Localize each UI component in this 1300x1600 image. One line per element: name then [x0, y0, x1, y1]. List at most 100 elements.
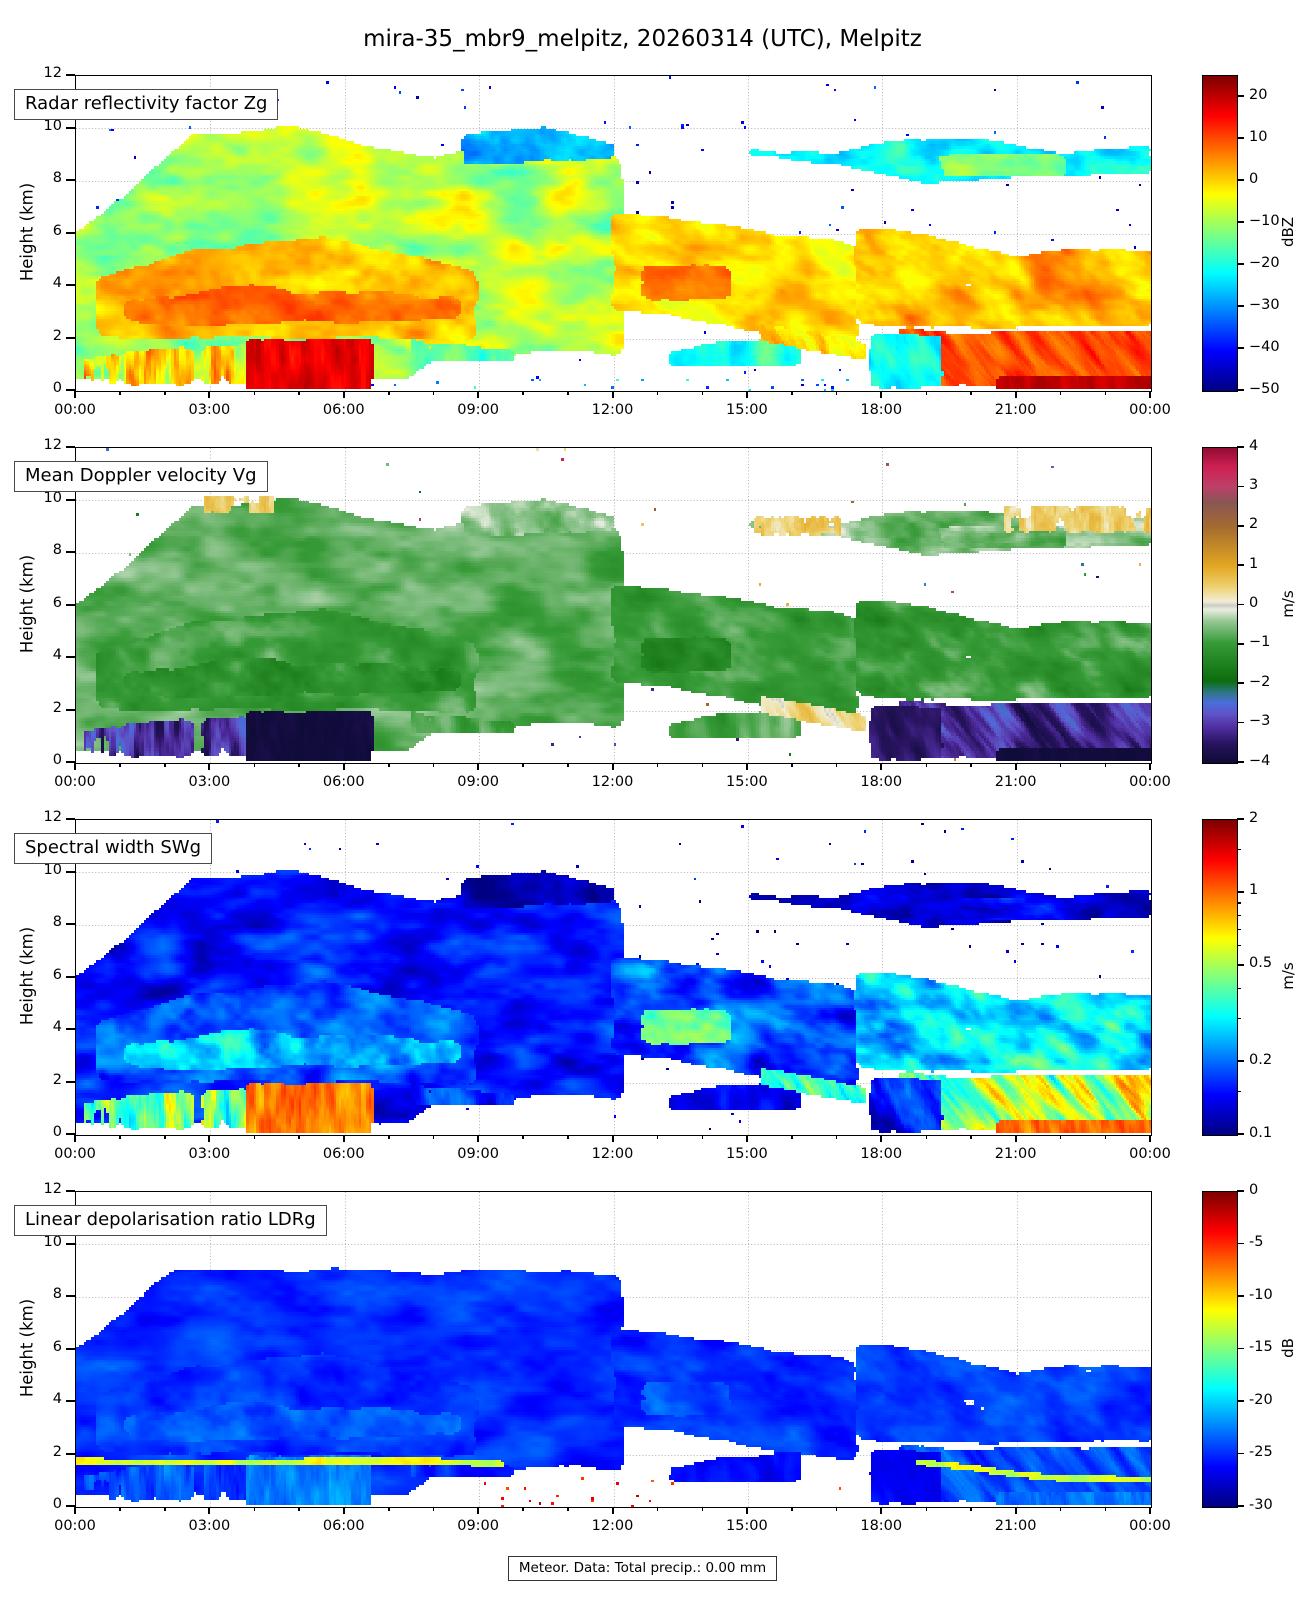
y-tick-label: 6 [52, 966, 62, 983]
x-tick-label: 15:00 [725, 1146, 768, 1162]
y-tick-label: 10 [43, 1233, 62, 1250]
colorbar-tick-label: −50 [1249, 380, 1280, 397]
x-axis-minor-tick [1059, 763, 1062, 767]
x-axis-minor-tick [656, 1135, 659, 1139]
x-axis-minor-tick [522, 391, 524, 395]
colorbar-tick-label: 0.2 [1249, 1051, 1273, 1068]
colorbar-gradient-vg [1203, 448, 1237, 763]
colorbar-tick [1237, 347, 1244, 349]
y-tick-label: 0 [52, 1496, 62, 1512]
x-tick-label: 03:00 [188, 402, 231, 418]
zg-heatmap-canvas [76, 76, 1151, 391]
y-tick-label: 2 [52, 1071, 62, 1088]
x-axis-minor-tick [119, 391, 121, 395]
x-axis-minor-tick [791, 763, 793, 767]
x-tick-label: 12:00 [591, 402, 634, 418]
x-axis-minor-tick [656, 763, 659, 767]
colorbar-tick-label: −3 [1249, 713, 1271, 730]
panel-zg: Height (km) Radar reflectivity factor Zg… [0, 65, 1300, 447]
colorbar-vg [1202, 447, 1238, 764]
x-tick-label: 00:00 [54, 402, 96, 418]
colorbar-tick-label: -20 [1249, 1391, 1273, 1408]
y-axis-tick [66, 923, 75, 925]
x-axis-minor-tick [164, 763, 166, 767]
x-axis-minor-tick [1104, 1135, 1107, 1139]
x-tick-label: 06:00 [322, 1146, 365, 1162]
x-axis-minor-tick [432, 763, 435, 767]
x-axis-minor-tick [253, 1507, 256, 1511]
colorbar-unit-swg: m/s [1279, 962, 1297, 990]
swg-heatmap-canvas [76, 820, 1151, 1135]
x-axis-tick [1014, 391, 1017, 398]
x-axis-tick [342, 391, 345, 398]
y-tick-label: 8 [52, 914, 62, 930]
y-axis-tick [66, 74, 75, 76]
colorbar-tick [1237, 682, 1244, 685]
x-axis-tick [1014, 763, 1017, 770]
y-axis-tick [66, 498, 75, 501]
x-axis-minor-tick [701, 1135, 704, 1139]
vg-heatmap-canvas [76, 448, 1151, 763]
y-axis-tick [66, 1133, 75, 1135]
y-tick-label: 12 [43, 1181, 62, 1197]
x-axis-tick [74, 1507, 76, 1514]
y-tick-label: 4 [52, 1391, 62, 1407]
colorbar-tick-label: 2 [1249, 516, 1259, 533]
y-tick-label: 0 [52, 752, 62, 768]
x-tick-label: 09:00 [457, 402, 500, 418]
x-axis-tick [1149, 763, 1151, 770]
x-tick-label: 18:00 [860, 1146, 903, 1162]
x-tick-label: 03:00 [188, 1146, 231, 1162]
y-axis-tick [66, 818, 75, 820]
y-axis-tick [66, 1028, 75, 1030]
ldr-heatmap-canvas [76, 1192, 1151, 1507]
colorbar-tick [1237, 1060, 1244, 1062]
y-axis-tick [66, 284, 75, 286]
x-axis-minor-tick [119, 1507, 121, 1511]
colorbar-tick-label: -30 [1249, 1496, 1273, 1513]
colorbar-tick-label: 0 [1249, 1181, 1259, 1198]
colorbar-tick [1237, 818, 1244, 820]
colorbar-tick [1237, 446, 1244, 448]
colorbar-tick [1237, 524, 1244, 527]
colorbar-tick [1237, 137, 1244, 139]
x-tick-label: 06:00 [322, 402, 365, 418]
colorbar-gradient-swg [1203, 820, 1237, 1135]
panel-ldr: Height (km) Linear depolarisation ratio … [0, 1181, 1300, 1563]
y-tick-label: 2 [52, 699, 62, 716]
x-axis-tick [611, 763, 614, 770]
x-axis-minor-tick [701, 391, 704, 395]
x-axis-minor-tick [835, 763, 838, 767]
x-axis-tick [477, 1507, 480, 1514]
colorbar-tick-label: -25 [1249, 1444, 1273, 1460]
x-axis-minor-tick [253, 391, 256, 395]
y-tick-label: 6 [52, 1338, 62, 1355]
x-axis-minor-tick [567, 1507, 569, 1511]
precip-summary-box: Meteor. Data: Total precip.: 0.00 mm [507, 1556, 778, 1581]
x-axis-tick [74, 1135, 76, 1142]
colorbar-tick-label: 0.1 [1249, 1124, 1273, 1141]
colorbar-tick-label: -15 [1249, 1339, 1273, 1355]
x-axis-tick [880, 391, 883, 398]
x-axis-minor-tick [701, 1507, 704, 1511]
colorbar-tick-label: 0 [1249, 170, 1259, 187]
x-axis-minor-tick [970, 1507, 972, 1511]
x-axis-minor-tick [388, 1507, 390, 1511]
colorbar-minor-tick [1237, 928, 1241, 930]
x-axis-tick [1149, 391, 1151, 398]
x-axis-minor-tick [835, 1507, 838, 1511]
y-axis-tick [66, 179, 75, 181]
colorbar-tick-label: 0 [1249, 595, 1259, 611]
x-axis-minor-tick [1059, 1507, 1062, 1511]
x-axis-tick [477, 1135, 480, 1142]
x-tick-label: 09:00 [457, 1146, 500, 1162]
x-tick-label: 12:00 [591, 774, 634, 790]
colorbar-tick-label: −30 [1249, 296, 1280, 313]
x-tick-label: 21:00 [994, 1146, 1037, 1162]
x-tick-label: 18:00 [860, 774, 903, 790]
colorbar-tick [1237, 221, 1244, 223]
x-axis-minor-tick [656, 391, 659, 395]
y-axis-tick [66, 336, 75, 339]
y-tick-label: 0 [52, 1124, 62, 1140]
x-tick-label: 00:00 [1129, 402, 1171, 418]
